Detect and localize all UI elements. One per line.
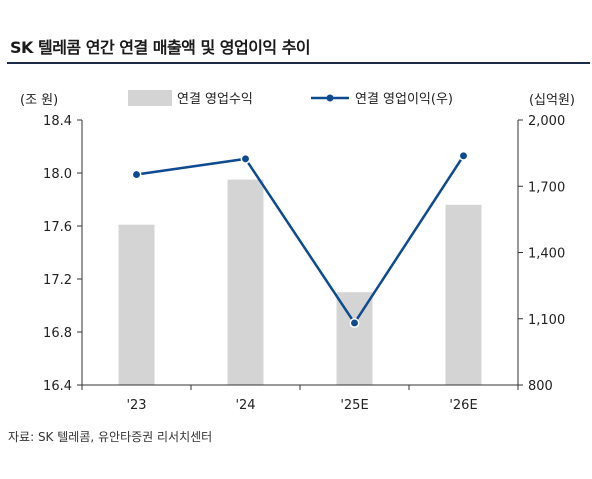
right-tick-label-3: 1,100	[528, 313, 565, 328]
right-tick-label-0: 2,000	[528, 114, 565, 129]
x-tick-label-2: '25E	[340, 398, 368, 413]
right-tick-label-2: 1,400	[528, 247, 565, 262]
chart-title: SK 텔레콤 연간 연결 매출액 및 영업이익 추이	[10, 38, 311, 57]
legend-bar-label: 연결 영업수익	[177, 92, 253, 107]
bar-series	[118, 179, 482, 385]
bar-1	[227, 179, 264, 385]
left-tick-label-1: 18.0	[43, 167, 72, 182]
line-point-2	[349, 317, 360, 328]
left-tick-label-3: 17.2	[43, 273, 72, 288]
bar-2	[336, 292, 373, 385]
left-tick-label-5: 16.4	[43, 379, 72, 394]
axes	[77, 119, 523, 390]
legend-bar-swatch	[128, 90, 172, 106]
line-point-0	[131, 169, 142, 180]
left-tick-label-2: 17.6	[43, 220, 72, 235]
x-tick-label-1: '24	[235, 398, 255, 413]
left-axis-unit: (조 원)	[20, 93, 58, 108]
left-tick-label-0: 18.4	[43, 114, 72, 129]
bar-3	[445, 204, 482, 385]
source-note: 자료: SK 텔레콤, 유안타증권 리서치센터	[8, 430, 213, 444]
right-axis-unit: (십억원)	[529, 93, 575, 108]
line-series	[131, 150, 469, 328]
x-tick-label-3: '26E	[449, 398, 477, 413]
legend: 연결 영업수익 연결 영업이익(우)	[128, 90, 453, 107]
line-point-3	[458, 150, 469, 161]
title-divider	[7, 62, 590, 64]
legend-line-label: 연결 영업이익(우)	[355, 92, 453, 107]
right-tick-label-1: 1,700	[528, 180, 565, 195]
x-tick-label-0: '23	[126, 398, 146, 413]
left-tick-label-4: 16.8	[43, 326, 72, 341]
axis-labels: 18.4 18.0 17.6 17.2 16.8 16.4 2,000 1,700 1,400 1…	[20, 93, 575, 413]
legend-line-marker	[326, 94, 334, 102]
right-tick-label-4: 800	[528, 379, 553, 394]
bar-0	[118, 224, 155, 385]
line-path	[136, 155, 465, 326]
line-point-1	[240, 153, 251, 164]
